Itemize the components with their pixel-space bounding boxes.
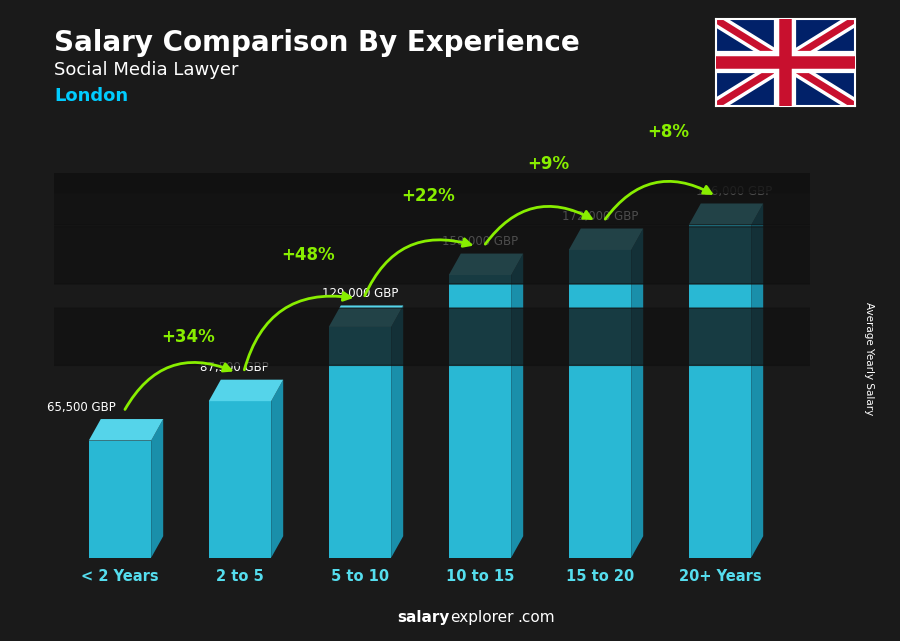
Text: +48%: +48% (282, 246, 335, 264)
Text: .com: .com (518, 610, 555, 625)
Text: 129,000 GBP: 129,000 GBP (322, 287, 398, 300)
Text: 186,000 GBP: 186,000 GBP (697, 185, 772, 198)
Polygon shape (271, 379, 284, 558)
Polygon shape (151, 419, 163, 558)
Bar (328, 327, 392, 558)
Circle shape (0, 103, 900, 160)
Text: salary: salary (398, 610, 450, 625)
Text: 65,500 GBP: 65,500 GBP (47, 401, 116, 413)
Bar (569, 250, 631, 558)
Circle shape (0, 308, 900, 365)
Circle shape (0, 135, 900, 193)
Text: 87,500 GBP: 87,500 GBP (200, 362, 268, 374)
Polygon shape (752, 203, 763, 558)
Text: 172,000 GBP: 172,000 GBP (562, 210, 638, 223)
Text: 158,000 GBP: 158,000 GBP (442, 235, 518, 248)
Polygon shape (89, 419, 163, 440)
Circle shape (0, 227, 900, 284)
Text: London: London (54, 87, 128, 104)
Text: +9%: +9% (527, 155, 570, 173)
Bar (209, 401, 271, 558)
Polygon shape (209, 379, 284, 401)
Text: +22%: +22% (401, 187, 455, 205)
Polygon shape (569, 229, 643, 250)
Polygon shape (511, 254, 523, 558)
Polygon shape (392, 306, 403, 558)
Text: Average Yearly Salary: Average Yearly Salary (863, 303, 874, 415)
Polygon shape (631, 229, 644, 558)
Polygon shape (449, 254, 523, 275)
Bar (89, 440, 151, 558)
Circle shape (0, 168, 900, 225)
Polygon shape (328, 306, 403, 327)
Bar (688, 225, 752, 558)
Text: explorer: explorer (450, 610, 514, 625)
Bar (449, 275, 511, 558)
Text: Salary Comparison By Experience: Salary Comparison By Experience (54, 29, 580, 57)
Text: +8%: +8% (647, 123, 689, 141)
Text: +34%: +34% (161, 328, 215, 345)
Polygon shape (688, 203, 763, 225)
Text: Social Media Lawyer: Social Media Lawyer (54, 61, 238, 79)
